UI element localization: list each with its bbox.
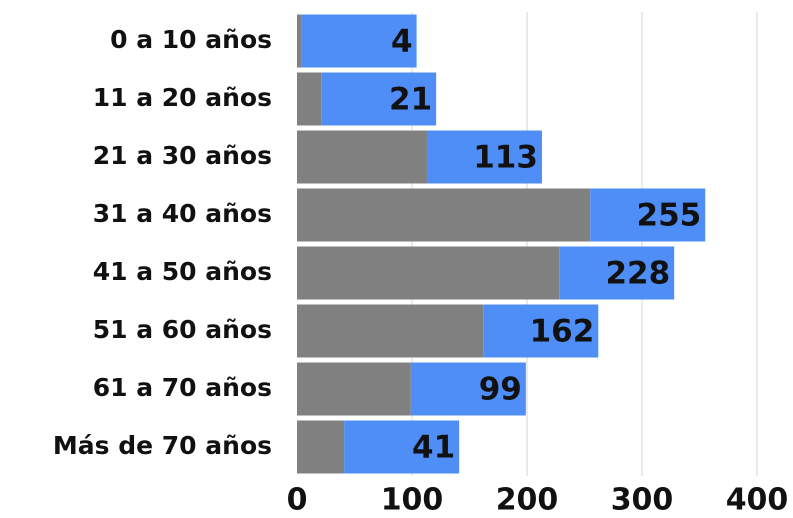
value-label: 21 — [389, 82, 432, 118]
bar-segment — [426, 130, 542, 184]
category-label: 31 a 40 años — [93, 199, 272, 228]
x-tick-label: 300 — [611, 483, 674, 518]
bar-segment — [483, 304, 599, 358]
value-label: 99 — [479, 372, 522, 408]
bar-segment — [297, 304, 484, 358]
category-label: Más de 70 años — [53, 431, 272, 460]
bar-segment — [410, 362, 526, 416]
category-label: 61 a 70 años — [93, 373, 272, 402]
x-tick-label: 400 — [726, 483, 789, 518]
bar-segment — [297, 362, 411, 416]
value-label: 41 — [412, 430, 455, 466]
value-label: 162 — [530, 314, 595, 350]
bar-segment — [321, 72, 437, 126]
value-label: 4 — [391, 24, 413, 60]
value-label: 255 — [637, 198, 702, 234]
bar-segment — [297, 14, 302, 68]
value-label: 228 — [605, 256, 670, 292]
bar-segment — [559, 246, 675, 300]
x-tick-label: 100 — [381, 483, 444, 518]
bar-segment — [301, 14, 417, 68]
bar-segment — [590, 188, 706, 242]
category-label: 21 a 30 años — [93, 141, 272, 170]
category-label: 0 a 10 años — [110, 25, 272, 54]
x-tick-label: 0 — [287, 483, 308, 518]
value-label: 113 — [473, 140, 538, 176]
bar-segment — [297, 72, 322, 126]
x-tick-label: 200 — [496, 483, 559, 518]
bar-segment — [297, 420, 345, 474]
category-label: 11 a 20 años — [93, 83, 272, 112]
category-label: 41 a 50 años — [93, 257, 272, 286]
bar-segment — [297, 130, 427, 184]
category-label: 51 a 60 años — [93, 315, 272, 344]
bar-segment — [297, 246, 560, 300]
bar-segment — [297, 188, 591, 242]
bar-segment — [344, 420, 460, 474]
